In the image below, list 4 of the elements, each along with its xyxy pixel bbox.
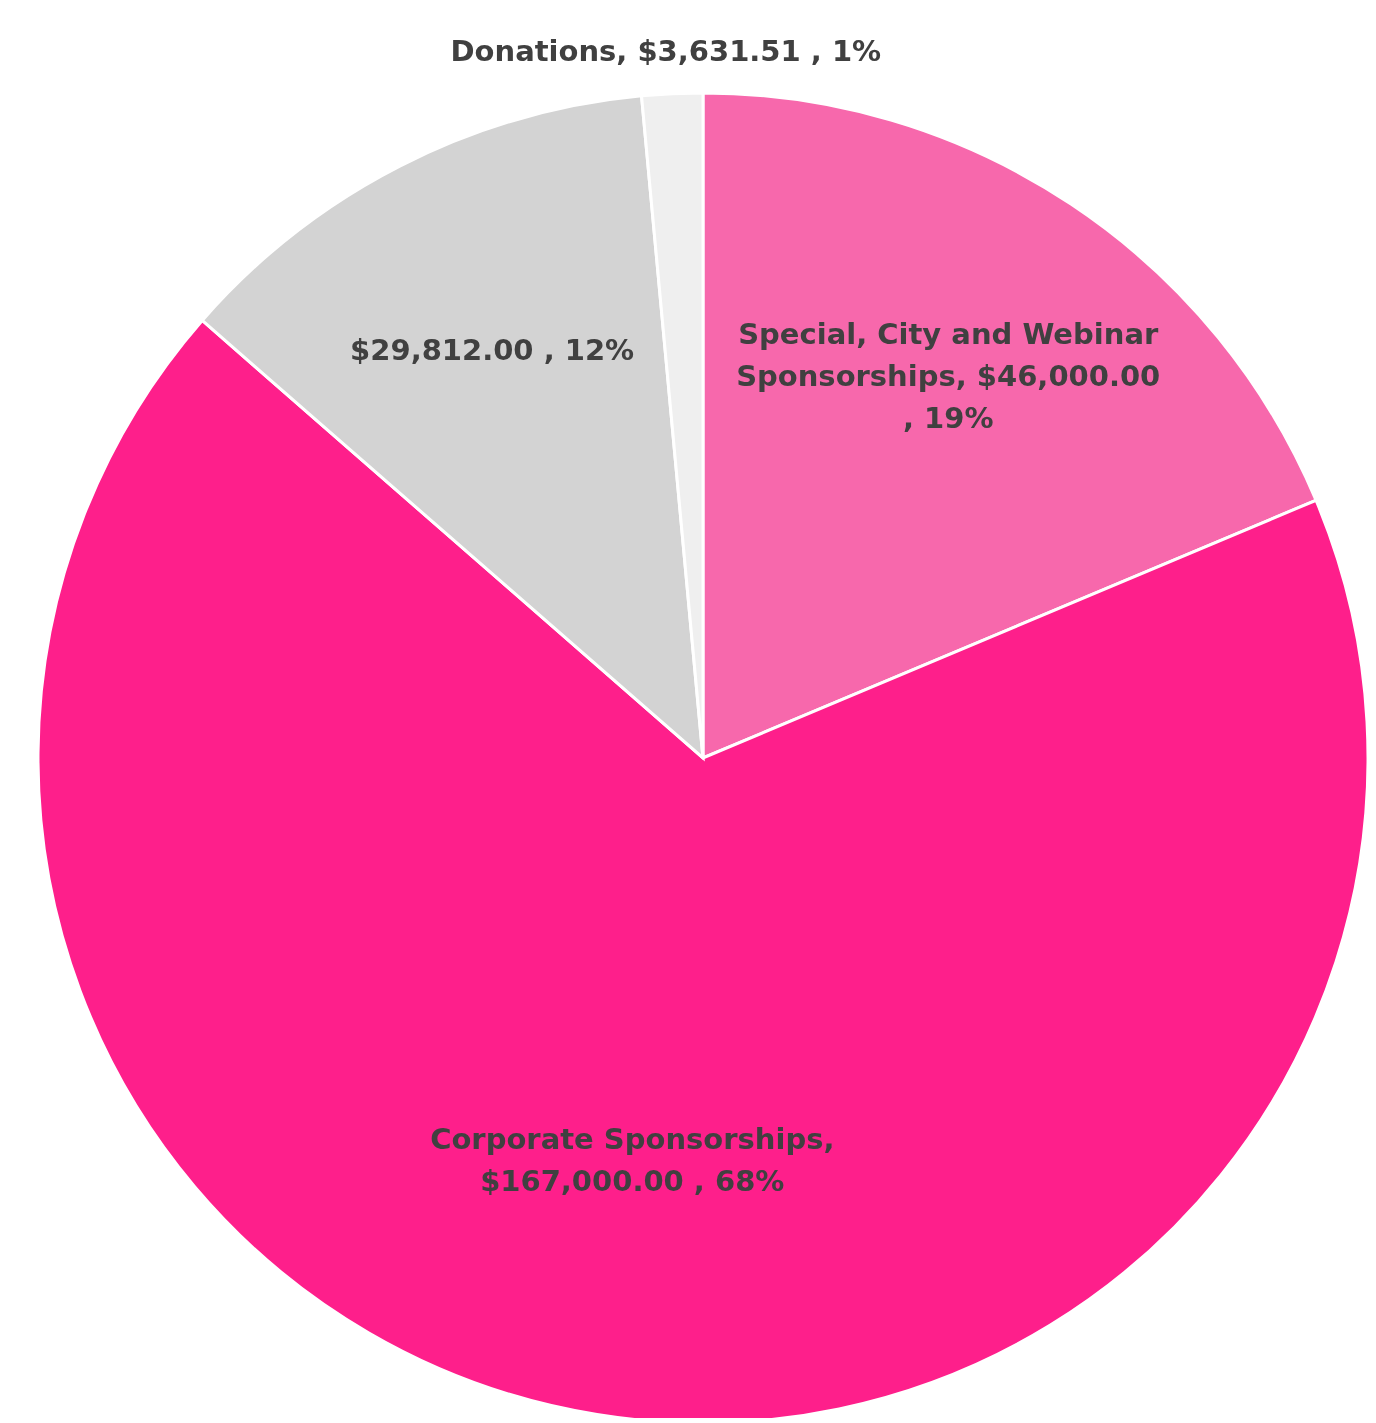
slice-label: Donations, $3,631.51 , 1% [450,33,882,68]
data-label: $29,812.00 , 12% [350,333,635,368]
slice-label: Special, City and Webinar Sponsorships, $46,000.00 , 19% [736,317,1161,436]
slice-label: Corporate Sponsorships, $167,000.00 , 68% [430,1122,835,1199]
